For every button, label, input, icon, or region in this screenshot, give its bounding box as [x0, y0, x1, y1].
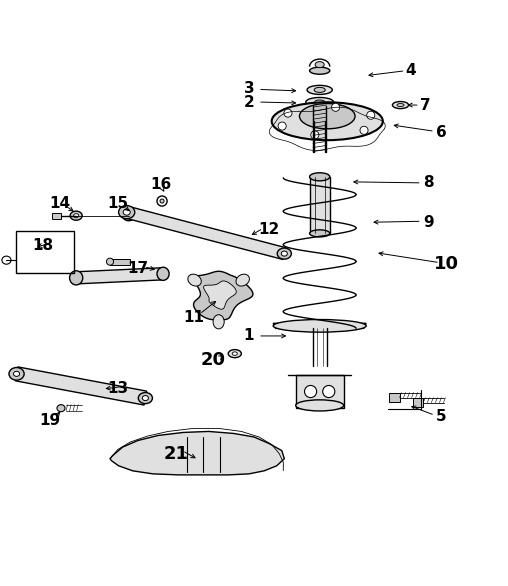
Text: 15: 15 — [107, 196, 128, 210]
Circle shape — [367, 111, 375, 120]
Ellipse shape — [315, 62, 324, 67]
Text: 2: 2 — [243, 94, 255, 110]
Text: 3: 3 — [244, 81, 255, 96]
Ellipse shape — [118, 206, 135, 219]
Bar — [309, 177, 330, 233]
Ellipse shape — [138, 393, 152, 404]
Polygon shape — [273, 323, 366, 328]
Ellipse shape — [314, 100, 325, 104]
Ellipse shape — [188, 274, 201, 286]
Bar — [16, 231, 74, 273]
Ellipse shape — [157, 196, 167, 206]
Ellipse shape — [14, 372, 20, 376]
Ellipse shape — [300, 104, 355, 129]
Ellipse shape — [307, 86, 332, 94]
Ellipse shape — [296, 400, 344, 411]
Ellipse shape — [213, 315, 224, 329]
Ellipse shape — [70, 271, 83, 285]
Text: 10: 10 — [433, 255, 459, 272]
Ellipse shape — [9, 367, 24, 380]
Ellipse shape — [232, 352, 237, 355]
Polygon shape — [125, 206, 286, 260]
Circle shape — [360, 126, 368, 134]
Circle shape — [284, 109, 292, 117]
Ellipse shape — [397, 104, 404, 107]
Text: 21: 21 — [163, 445, 188, 463]
Ellipse shape — [142, 396, 148, 401]
Ellipse shape — [281, 251, 288, 256]
Ellipse shape — [309, 173, 330, 181]
Bar — [296, 375, 344, 408]
Ellipse shape — [273, 319, 366, 332]
Circle shape — [332, 103, 340, 111]
Text: 5: 5 — [436, 409, 446, 424]
Ellipse shape — [160, 199, 164, 203]
Ellipse shape — [309, 230, 330, 237]
Ellipse shape — [236, 274, 249, 286]
Text: 19: 19 — [39, 413, 60, 428]
Text: 13: 13 — [107, 381, 128, 397]
Polygon shape — [76, 268, 163, 284]
Ellipse shape — [2, 256, 11, 264]
Text: 8: 8 — [423, 175, 434, 190]
Text: 11: 11 — [183, 310, 204, 325]
Ellipse shape — [277, 248, 292, 259]
Circle shape — [304, 386, 316, 397]
Polygon shape — [194, 271, 253, 320]
Text: 12: 12 — [259, 222, 280, 237]
Ellipse shape — [157, 267, 169, 280]
Circle shape — [323, 386, 335, 397]
Ellipse shape — [123, 209, 130, 215]
Ellipse shape — [126, 214, 131, 218]
Ellipse shape — [306, 97, 334, 107]
Circle shape — [311, 131, 319, 139]
Text: 6: 6 — [435, 125, 447, 140]
Bar — [52, 213, 61, 219]
Text: 17: 17 — [127, 261, 148, 276]
Polygon shape — [110, 431, 284, 475]
Polygon shape — [15, 367, 147, 405]
Text: 18: 18 — [32, 237, 53, 253]
Bar — [413, 397, 423, 407]
Ellipse shape — [57, 405, 65, 412]
Text: 14: 14 — [49, 196, 70, 210]
Ellipse shape — [107, 258, 114, 265]
Bar — [110, 258, 130, 265]
Text: 4: 4 — [405, 63, 416, 78]
Text: 16: 16 — [150, 177, 171, 192]
Ellipse shape — [309, 67, 330, 74]
Ellipse shape — [70, 211, 82, 220]
Text: 20: 20 — [201, 350, 226, 369]
Bar — [390, 393, 399, 401]
Circle shape — [278, 122, 286, 130]
Ellipse shape — [122, 210, 135, 221]
Ellipse shape — [228, 350, 241, 357]
Text: 9: 9 — [423, 214, 434, 230]
Ellipse shape — [393, 101, 408, 108]
Ellipse shape — [74, 214, 79, 218]
Ellipse shape — [314, 87, 325, 93]
Polygon shape — [204, 281, 236, 309]
Text: 1: 1 — [244, 328, 254, 343]
Text: 7: 7 — [421, 97, 431, 113]
Ellipse shape — [272, 103, 383, 140]
